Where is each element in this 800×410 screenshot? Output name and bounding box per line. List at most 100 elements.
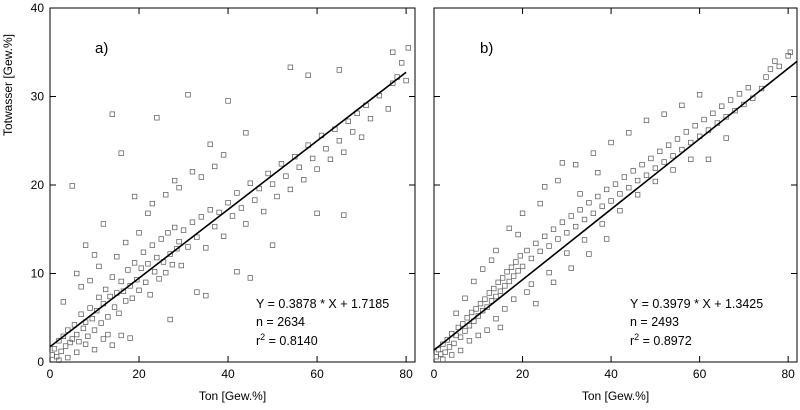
data-point <box>504 269 510 275</box>
data-point <box>252 197 258 203</box>
data-point <box>437 351 444 357</box>
data-point <box>314 166 320 172</box>
data-point <box>305 72 311 78</box>
data-point <box>403 77 409 84</box>
data-point <box>341 212 347 218</box>
data-point <box>457 347 464 354</box>
data-point <box>670 153 676 159</box>
data-point <box>621 174 628 180</box>
data-point <box>398 60 405 66</box>
data-point <box>203 245 209 251</box>
r-squared: r2 = 0.8140 <box>256 332 318 348</box>
data-point <box>167 316 173 323</box>
data-point <box>502 283 508 289</box>
data-point <box>555 177 561 184</box>
data-point <box>559 219 566 225</box>
data-point <box>327 156 334 162</box>
data-point <box>60 333 67 339</box>
data-point <box>581 216 588 223</box>
data-point <box>652 178 658 185</box>
data-point <box>350 129 356 135</box>
data-point <box>488 257 495 263</box>
data-point <box>234 269 240 275</box>
x-tick-label: 60 <box>693 367 707 381</box>
data-point <box>727 97 734 103</box>
data-point <box>568 265 574 271</box>
data-point <box>763 74 769 80</box>
sample-size: n = 2634 <box>256 315 305 329</box>
data-point <box>533 300 539 307</box>
data-point <box>105 314 111 320</box>
data-point <box>608 139 614 146</box>
panel-b: 0 20 40 60 80 b) Y = 0.3979 * X + 1.3425 n = 24… <box>431 7 798 403</box>
data-point <box>767 66 774 72</box>
x-tick-label: 0 <box>47 367 54 381</box>
data-point <box>524 247 530 254</box>
data-point <box>345 118 351 124</box>
data-point <box>80 325 87 332</box>
data-point <box>661 111 667 117</box>
y-tick-label: 30 <box>31 90 45 104</box>
panel-label: b) <box>480 40 493 57</box>
data-point <box>78 284 84 290</box>
data-point <box>176 185 182 191</box>
data-point <box>528 281 535 287</box>
data-point <box>506 278 512 285</box>
x-tick-label: 40 <box>221 367 235 381</box>
data-point <box>643 117 650 124</box>
data-point <box>269 181 276 187</box>
data-point <box>550 279 557 285</box>
data-point <box>336 138 342 144</box>
data-point <box>149 200 156 207</box>
data-point <box>511 273 517 279</box>
data-point <box>145 261 151 267</box>
data-point <box>58 348 64 355</box>
data-point <box>497 324 504 331</box>
data-point <box>502 306 508 312</box>
data-point <box>508 264 515 270</box>
data-point <box>599 203 605 209</box>
data-point <box>225 98 231 104</box>
data-point <box>138 265 144 271</box>
data-point <box>109 342 115 348</box>
data-point <box>60 299 67 305</box>
data-point <box>453 310 459 316</box>
data-point <box>56 357 62 363</box>
data-point <box>309 155 316 162</box>
data-point <box>683 129 689 135</box>
data-point <box>546 269 552 276</box>
data-point <box>176 238 182 245</box>
data-point <box>564 230 570 236</box>
data-point <box>390 80 396 86</box>
data-point <box>296 164 302 170</box>
data-point <box>100 221 107 227</box>
data-point <box>519 263 526 270</box>
data-point <box>484 327 490 333</box>
data-point <box>528 255 535 262</box>
data-point <box>243 221 249 227</box>
regression-line <box>433 60 798 351</box>
data-point <box>116 310 122 316</box>
data-point <box>171 177 178 184</box>
data-point <box>433 354 439 360</box>
data-point <box>212 223 218 230</box>
data-point <box>679 102 685 109</box>
data-point <box>475 332 481 339</box>
data-point <box>185 92 191 98</box>
data-point <box>91 346 98 353</box>
data-point <box>710 110 716 116</box>
x-axis-title: Ton [Gew.%] <box>199 389 266 403</box>
x-tick-label: 0 <box>431 367 438 381</box>
data-point <box>125 267 131 273</box>
data-point <box>444 337 450 343</box>
data-point <box>477 300 484 307</box>
data-point <box>736 91 743 97</box>
data-point <box>634 177 641 184</box>
data-point <box>732 108 738 114</box>
data-point <box>69 183 75 189</box>
data-point <box>154 254 160 261</box>
data-point <box>85 333 91 339</box>
data-point <box>131 193 138 200</box>
data-point <box>542 233 548 239</box>
data-point <box>630 168 636 174</box>
